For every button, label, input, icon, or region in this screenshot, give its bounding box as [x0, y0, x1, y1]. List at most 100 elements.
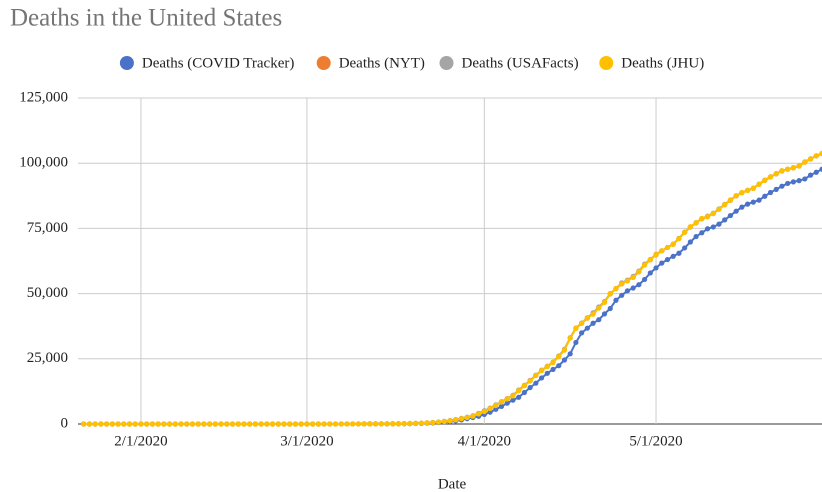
- data-point: [458, 416, 465, 422]
- data-point: [435, 419, 442, 425]
- data-point: [304, 421, 310, 427]
- data-point: [212, 421, 218, 427]
- data-point: [624, 278, 631, 284]
- data-point: [802, 159, 808, 165]
- legend-marker: [316, 56, 331, 70]
- data-point: [590, 320, 596, 326]
- data-point: [178, 421, 184, 427]
- legend-marker: [119, 56, 134, 70]
- data-point: [218, 421, 224, 427]
- data-point: [807, 172, 814, 178]
- data-point: [802, 176, 808, 182]
- data-point: [813, 169, 819, 175]
- data-point: [538, 368, 545, 374]
- data-point: [636, 269, 642, 275]
- x-tick-label: 4/1/2020: [458, 433, 511, 449]
- data-point: [779, 168, 785, 174]
- data-point: [510, 393, 516, 399]
- data-point: [401, 421, 407, 427]
- data-point: [699, 215, 705, 222]
- data-point: [745, 187, 751, 194]
- data-point: [441, 418, 447, 425]
- y-tick-label: 50,000: [27, 285, 68, 301]
- data-point: [287, 421, 293, 427]
- series-line: [83, 152, 822, 425]
- data-point: [699, 230, 705, 236]
- data-point: [189, 421, 196, 427]
- data-point: [275, 421, 281, 427]
- data-point: [310, 421, 316, 427]
- data-point: [796, 163, 802, 169]
- data-point: [762, 193, 768, 199]
- data-point: [670, 241, 676, 247]
- data-point: [739, 189, 745, 196]
- data-point: [235, 421, 241, 427]
- data-point: [378, 421, 384, 427]
- legend-label: Deaths (COVID Tracker): [142, 55, 294, 71]
- data-point: [207, 421, 213, 427]
- data-point: [664, 256, 671, 263]
- data-point: [647, 257, 653, 263]
- data-point: [790, 179, 796, 185]
- data-point: [596, 317, 602, 323]
- data-point: [796, 178, 802, 184]
- data-point: [556, 354, 562, 360]
- data-point: [252, 421, 259, 427]
- data-point: [579, 330, 585, 336]
- data-point: [687, 239, 693, 245]
- data-point: [510, 397, 516, 403]
- data-point: [161, 421, 167, 427]
- data-point: [704, 226, 711, 232]
- data-point: [86, 421, 93, 427]
- data-point: [790, 165, 796, 171]
- data-point: [613, 297, 619, 303]
- data-point: [567, 335, 573, 341]
- data-point: [785, 180, 791, 187]
- data-point: [281, 421, 287, 427]
- data-point: [321, 421, 327, 427]
- x-tick-label: 3/1/2020: [280, 433, 333, 449]
- data-point: [338, 421, 344, 427]
- data-point: [149, 421, 155, 427]
- data-point: [258, 421, 264, 427]
- data-point: [504, 400, 510, 406]
- data-point: [493, 402, 499, 409]
- data-point: [653, 252, 659, 258]
- data-point: [767, 174, 774, 180]
- data-point: [613, 285, 619, 292]
- data-point: [92, 421, 98, 427]
- data-point: [516, 394, 522, 400]
- x-tick-label: 2/1/2020: [114, 433, 167, 449]
- data-point: [641, 276, 648, 283]
- data-point: [390, 421, 396, 427]
- data-point: [561, 347, 568, 353]
- data-point: [716, 206, 722, 212]
- data-point: [682, 245, 688, 251]
- legend-label: Deaths (NYT): [339, 55, 425, 71]
- data-point: [521, 389, 528, 396]
- data-point: [104, 421, 110, 427]
- data-point: [241, 421, 247, 427]
- data-point: [573, 325, 579, 331]
- y-tick-label: 100,000: [19, 155, 68, 171]
- data-point: [716, 221, 722, 227]
- data-point: [418, 420, 424, 426]
- data-point: [733, 193, 739, 199]
- data-point: [722, 217, 728, 223]
- data-point: [453, 417, 459, 423]
- data-point: [567, 351, 573, 357]
- data-point: [166, 421, 173, 427]
- data-point: [538, 375, 545, 381]
- data-point: [773, 186, 779, 192]
- data-point: [367, 421, 373, 427]
- data-point: [144, 421, 150, 427]
- legend-marker: [439, 56, 454, 70]
- data-point: [315, 421, 321, 427]
- data-point: [619, 292, 625, 298]
- data-point: [607, 291, 613, 297]
- data-point: [664, 244, 671, 251]
- y-tick-label: 25,000: [27, 350, 68, 366]
- data-point: [201, 421, 207, 427]
- data-point: [619, 281, 625, 287]
